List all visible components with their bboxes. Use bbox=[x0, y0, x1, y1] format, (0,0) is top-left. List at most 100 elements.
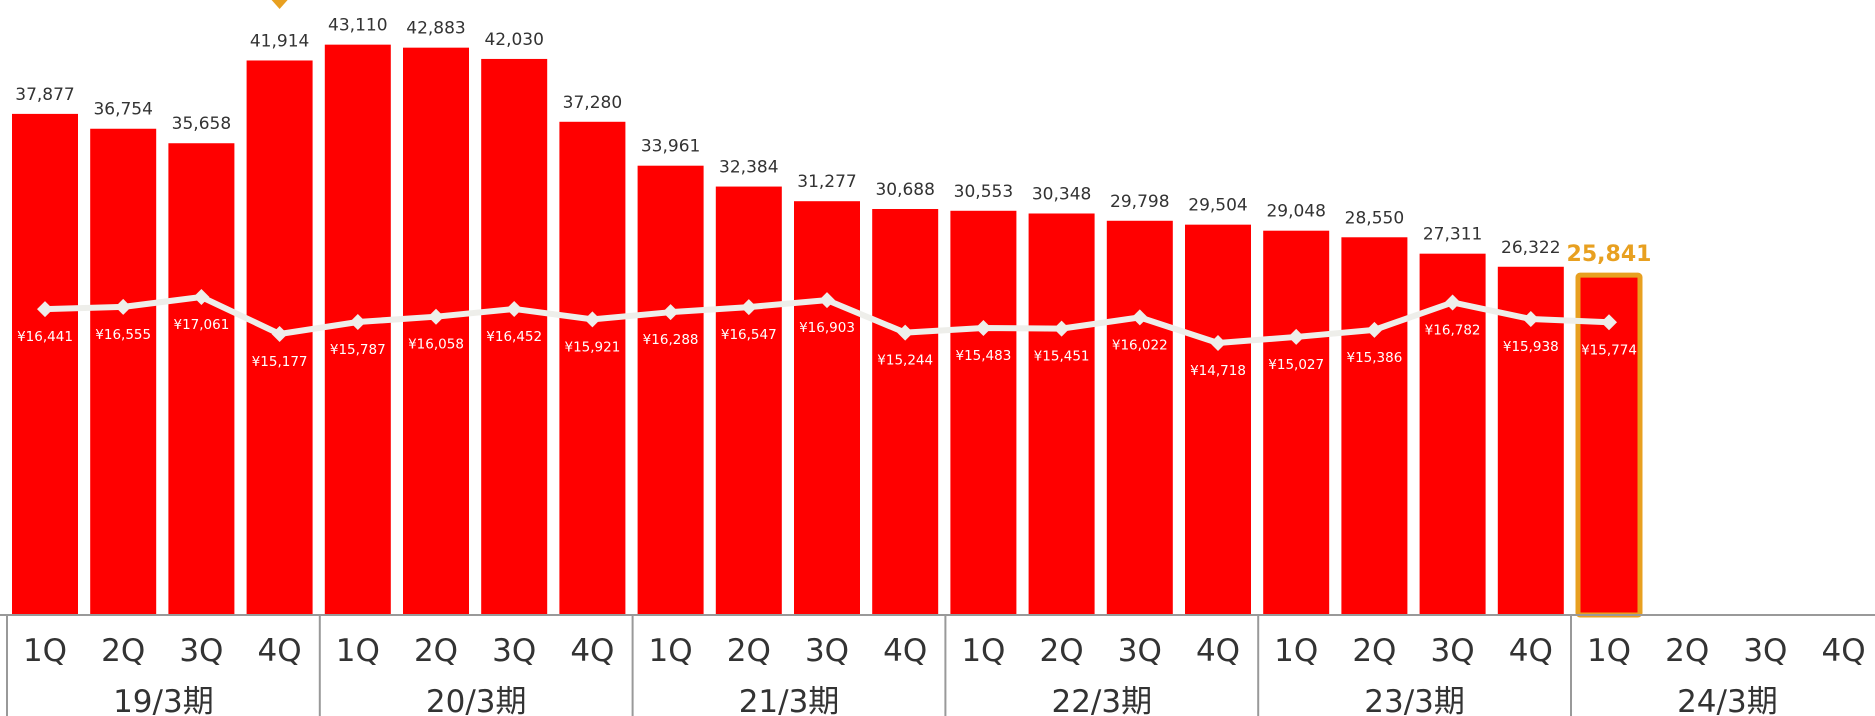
bar-value-label: 29,048 bbox=[1266, 202, 1325, 222]
price-point bbox=[1288, 328, 1305, 345]
bar bbox=[950, 210, 1017, 615]
price-point bbox=[975, 319, 992, 336]
fiscal-year-label: 19/3期 bbox=[113, 684, 214, 716]
bar bbox=[1028, 213, 1095, 615]
quarter-tick-label: 3Q bbox=[805, 633, 849, 669]
price-point bbox=[740, 299, 757, 316]
bar-value-label: 37,280 bbox=[563, 93, 622, 113]
fiscal-year-label: 20/3期 bbox=[426, 684, 527, 716]
bar-value-label: 29,798 bbox=[1110, 192, 1169, 212]
price-value-label: ¥16,547 bbox=[721, 327, 777, 343]
quarter-tick-label: 4Q bbox=[570, 633, 614, 669]
fiscal-year-label: 23/3期 bbox=[1364, 684, 1465, 716]
price-value-label: ¥15,938 bbox=[1503, 339, 1559, 355]
bar bbox=[403, 47, 469, 616]
quarter-tick-label: 2Q bbox=[1352, 633, 1396, 669]
price-value-label: ¥16,555 bbox=[95, 327, 151, 343]
bar-value-label: 37,877 bbox=[15, 85, 74, 105]
price-value-label: ¥16,288 bbox=[643, 332, 699, 348]
bar bbox=[637, 165, 704, 615]
bar-value-label: 43,110 bbox=[328, 16, 387, 36]
bar-value-label: 32,384 bbox=[719, 158, 778, 178]
price-point bbox=[349, 314, 366, 331]
bar bbox=[481, 58, 548, 615]
price-point bbox=[1053, 320, 1070, 337]
price-value-label: ¥15,787 bbox=[330, 342, 386, 358]
price-value-label: ¥17,061 bbox=[173, 317, 229, 333]
price-value-label: ¥16,022 bbox=[1112, 337, 1168, 353]
price-point bbox=[897, 324, 914, 341]
quarter-tick-label: 3Q bbox=[492, 633, 536, 669]
bar-value-label: 30,553 bbox=[954, 182, 1013, 202]
price-point bbox=[819, 292, 835, 309]
bar-value-label: 30,348 bbox=[1032, 184, 1091, 204]
price-value-label: ¥15,244 bbox=[877, 353, 933, 369]
bar-value-label: 33,961 bbox=[641, 137, 700, 157]
price-point bbox=[506, 300, 523, 317]
bar-labels-group: 37,877 36,754 35,658 41,914 43,110 42,883 42,0… bbox=[15, 16, 1651, 267]
price-value-label: ¥14,718 bbox=[1190, 363, 1246, 379]
quarter-tick-label: 1Q bbox=[336, 633, 380, 669]
quarter-tick-label: 1Q bbox=[1274, 633, 1318, 669]
quarter-tick-label: 2Q bbox=[1040, 633, 1084, 669]
quarter-tick-label: 1Q bbox=[23, 633, 67, 669]
top-marker-icon bbox=[271, 0, 288, 9]
bar bbox=[90, 128, 157, 616]
price-value-label: ¥16,782 bbox=[1425, 322, 1481, 338]
fiscal-year-label: 22/3期 bbox=[1051, 684, 1152, 716]
price-value-label: ¥16,452 bbox=[486, 329, 542, 345]
price-point bbox=[115, 298, 132, 315]
bar-value-label: 31,277 bbox=[797, 172, 856, 192]
bar bbox=[12, 113, 78, 615]
price-labels-group: ¥16,441 ¥16,555 ¥17,061 ¥15,177 ¥15,787 ¥16,0… bbox=[17, 317, 1637, 379]
price-point bbox=[1601, 314, 1617, 331]
quarter-tick-label: 2Q bbox=[727, 633, 771, 669]
price-point bbox=[662, 304, 679, 321]
quarter-tick-label: 3Q bbox=[1431, 633, 1475, 669]
quarter-tick-label: 1Q bbox=[961, 633, 1005, 669]
quarter-tick-label: 3Q bbox=[1118, 633, 1162, 669]
price-value-label: ¥15,177 bbox=[252, 354, 308, 370]
bar bbox=[559, 121, 626, 616]
price-value-label: ¥16,903 bbox=[799, 320, 855, 336]
bar bbox=[872, 208, 939, 616]
quarter-tick-label: 4Q bbox=[1822, 633, 1866, 669]
quarter-tick-label: 4Q bbox=[1196, 633, 1240, 669]
bar bbox=[1341, 237, 1408, 615]
bar bbox=[715, 186, 782, 615]
fiscal-year-label: 21/3期 bbox=[739, 684, 840, 716]
price-line-group bbox=[37, 289, 1617, 351]
price-point bbox=[1131, 309, 1148, 326]
bar-value-label: 41,914 bbox=[250, 31, 309, 51]
bar bbox=[1185, 224, 1251, 615]
price-point bbox=[1444, 294, 1461, 311]
quarter-tick-label: 2Q bbox=[101, 633, 145, 669]
price-value-label: ¥15,921 bbox=[564, 339, 620, 355]
price-value-label: ¥15,774 bbox=[1581, 342, 1637, 358]
bar-value-label: 42,883 bbox=[406, 19, 465, 39]
caret-down-icon bbox=[271, 0, 288, 9]
bar bbox=[1263, 230, 1330, 616]
bar-value-label: 25,841 bbox=[1567, 242, 1652, 267]
price-value-label: ¥15,483 bbox=[955, 348, 1011, 364]
price-value-label: ¥15,451 bbox=[1034, 349, 1090, 365]
bar bbox=[794, 201, 860, 615]
price-point bbox=[271, 325, 288, 342]
price-point bbox=[1522, 311, 1539, 328]
price-point bbox=[1210, 335, 1226, 351]
price-point bbox=[193, 289, 210, 305]
bar-value-label: 28,550 bbox=[1345, 208, 1404, 228]
quarter-tick-label: 3Q bbox=[1743, 633, 1787, 669]
bar-value-label: 36,754 bbox=[93, 100, 152, 120]
bar bbox=[1106, 220, 1173, 615]
bar bbox=[1419, 253, 1486, 615]
quarter-tick-label: 4Q bbox=[883, 633, 927, 669]
price-value-label: ¥16,441 bbox=[17, 329, 73, 345]
price-value-label: ¥16,058 bbox=[408, 337, 464, 353]
quarter-tick-label: 3Q bbox=[179, 633, 223, 669]
x-axis: 1Q 2Q 3Q 4Q 1Q 2Q 3Q 4Q 1Q 2Q 3Q 4Q 1Q 2Q 3Q 4Q 1Q 2Q 3Q 4Q… bbox=[0, 614, 1875, 716]
quarter-tick-label: 2Q bbox=[1665, 633, 1709, 669]
price-point bbox=[1366, 321, 1383, 338]
bar-value-label: 29,504 bbox=[1188, 196, 1247, 216]
